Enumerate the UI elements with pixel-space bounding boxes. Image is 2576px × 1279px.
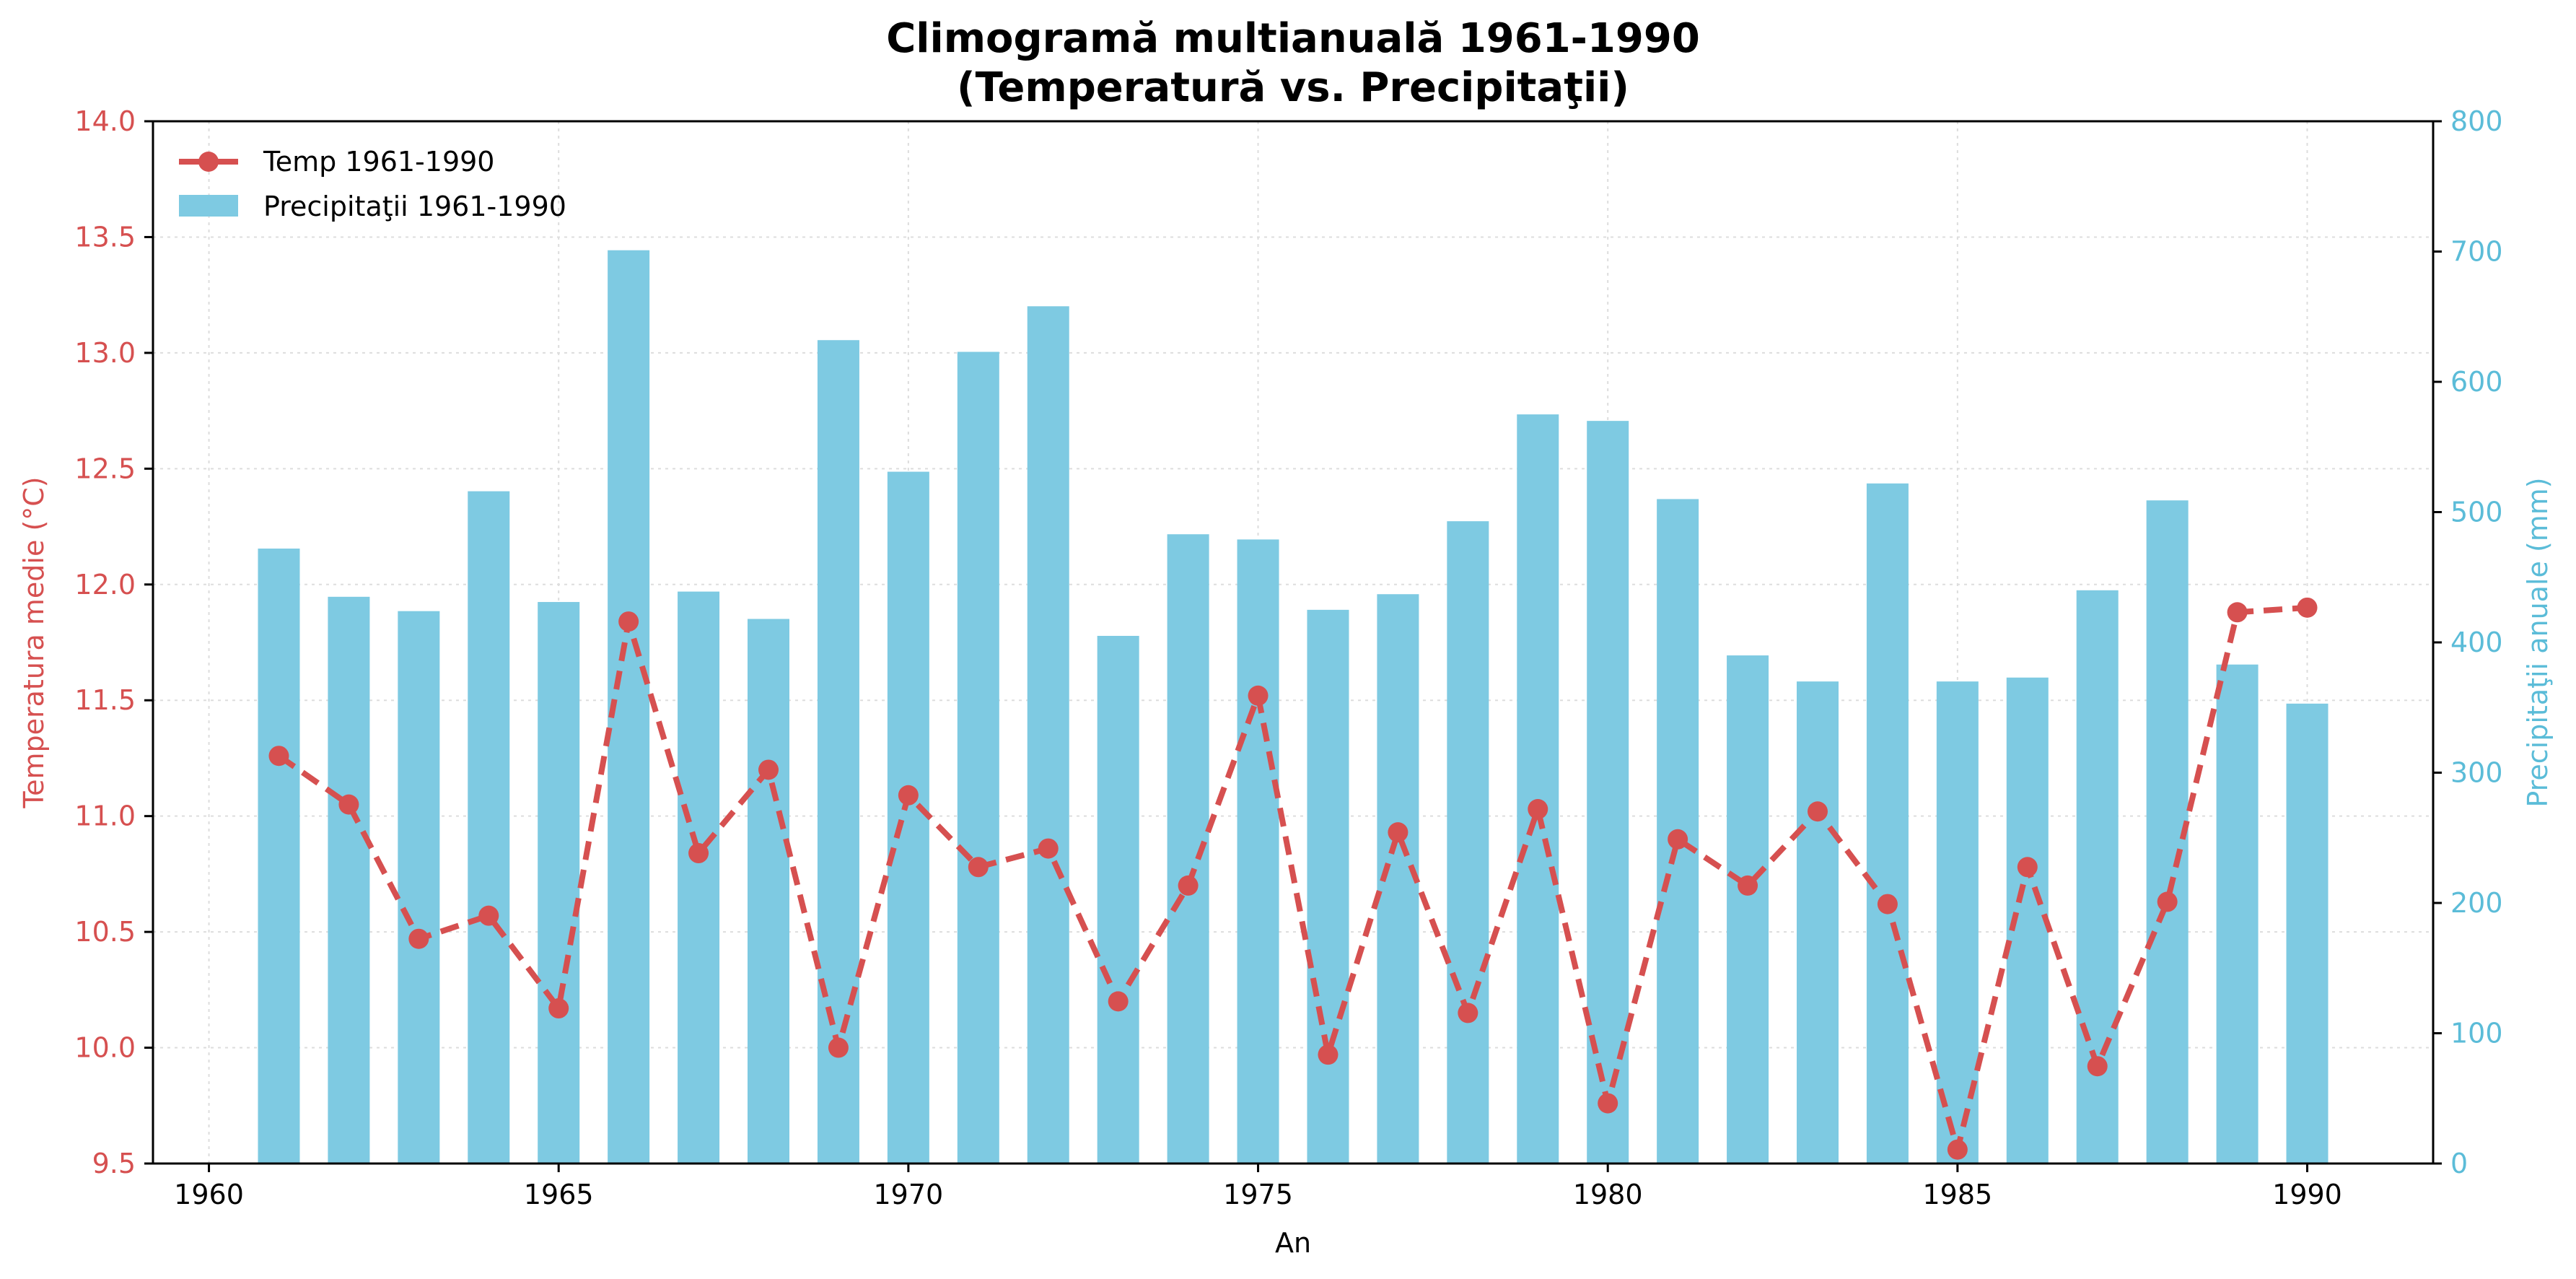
temp-point-1984 — [1877, 894, 1898, 914]
temp-point-1966 — [618, 611, 639, 632]
x-tick-label-6: 1990 — [2272, 1179, 2342, 1210]
y-right-tick-label-5: 500 — [2450, 497, 2503, 528]
temp-point-1961 — [268, 746, 289, 767]
temp-point-1972 — [1038, 838, 1059, 859]
precip-bar-1979 — [1517, 414, 1559, 1164]
x-tick-label-3: 1975 — [1223, 1179, 1293, 1210]
x-tick-label-5: 1985 — [1922, 1179, 1992, 1210]
y-left-axis-label: Temperatura medie (°C) — [18, 476, 50, 808]
y-right-axis-label: Precipitaţii anuale (mm) — [2522, 477, 2554, 807]
precip-bar-1968 — [748, 619, 790, 1164]
precip-bar-1969 — [817, 340, 859, 1164]
y-right-tick-label-6: 600 — [2450, 366, 2503, 398]
precip-bar-1975 — [1237, 539, 1279, 1164]
x-tick-label-2: 1970 — [874, 1179, 944, 1210]
precip-bar-1983 — [1796, 681, 1839, 1164]
temp-point-1970 — [898, 785, 919, 806]
temp-point-1962 — [338, 794, 359, 815]
y-left-tick-label-0: 9.5 — [92, 1148, 136, 1179]
precip-bar-1964 — [468, 491, 510, 1164]
temp-point-1980 — [1598, 1093, 1618, 1114]
y-left-tick-label-2: 10.5 — [74, 916, 136, 948]
y-left-tick-label-9: 14.0 — [74, 105, 136, 137]
x-tick-label-0: 1960 — [174, 1179, 244, 1210]
temp-point-1982 — [1738, 875, 1758, 896]
x-axis-ticks: 1960 1965 1970 1975 1980 1985 1990 — [174, 1164, 2342, 1210]
temp-point-1983 — [1807, 801, 1828, 822]
temp-point-1963 — [408, 928, 429, 949]
x-tick-label-1: 1965 — [524, 1179, 594, 1210]
precip-bar-1982 — [1727, 655, 1769, 1164]
temp-point-1974 — [1178, 875, 1199, 896]
y-right-tick-label-4: 400 — [2450, 627, 2503, 658]
y-left-tick-label-3: 11.0 — [74, 800, 136, 832]
precip-bar-1990 — [2286, 703, 2329, 1164]
y-right-axis-ticks: 0 100 200 300 400 500 600 700 800 — [2433, 105, 2503, 1179]
precip-bar-1963 — [398, 611, 440, 1164]
precip-bar-1973 — [1097, 635, 1139, 1164]
precip-bar-1961 — [258, 549, 300, 1164]
precip-bar-1987 — [2076, 590, 2119, 1164]
y-right-tick-label-7: 700 — [2450, 236, 2503, 268]
legend-temp-marker — [198, 152, 219, 172]
temperature-line — [268, 597, 2318, 1160]
precip-bar-1970 — [887, 471, 929, 1164]
y-left-tick-label-5: 12.0 — [74, 569, 136, 601]
legend-precip-label: Precipitaţii 1961-1990 — [263, 191, 566, 222]
x-tick-label-4: 1980 — [1573, 1179, 1643, 1210]
legend-precip-swatch — [179, 195, 238, 217]
legend: Temp 1961-1990 Precipitaţii 1961-1990 — [179, 146, 566, 222]
temp-point-1965 — [548, 998, 569, 1019]
temp-point-1968 — [758, 759, 779, 780]
temp-point-1979 — [1528, 799, 1548, 820]
y-left-tick-label-8: 13.5 — [74, 221, 136, 253]
temp-point-1985 — [1947, 1139, 1968, 1160]
temp-series-line — [277, 604, 2308, 1153]
temp-point-1971 — [968, 857, 989, 878]
precip-bar-1962 — [328, 596, 370, 1164]
chart-title-line2: (Temperatură vs. Precipitaţii) — [957, 64, 1629, 111]
precip-bar-1984 — [1866, 483, 1909, 1164]
y-right-tick-label-1: 100 — [2450, 1018, 2503, 1049]
precip-bar-1978 — [1447, 521, 1489, 1164]
y-right-tick-label-2: 200 — [2450, 887, 2503, 919]
temp-point-1967 — [688, 843, 709, 864]
precip-bar-1989 — [2216, 664, 2259, 1164]
precip-bar-1972 — [1027, 306, 1069, 1164]
temp-point-1973 — [1108, 991, 1129, 1012]
temp-point-1989 — [2227, 602, 2248, 623]
temp-point-1990 — [2297, 597, 2318, 618]
temp-point-1981 — [1668, 829, 1688, 850]
temp-point-1987 — [2087, 1056, 2108, 1077]
precip-bar-1967 — [678, 591, 720, 1164]
y-left-tick-label-6: 12.5 — [74, 453, 136, 484]
y-right-tick-label-0: 0 — [2450, 1148, 2468, 1179]
temp-point-1975 — [1248, 685, 1269, 706]
precip-bar-1965 — [538, 602, 580, 1164]
y-left-tick-label-1: 10.0 — [74, 1032, 136, 1064]
temp-point-1964 — [478, 905, 499, 926]
y-right-tick-label-8: 800 — [2450, 105, 2503, 137]
y-left-tick-label-7: 13.0 — [74, 337, 136, 369]
temp-point-1978 — [1458, 1003, 1478, 1023]
y-left-tick-label-4: 11.5 — [74, 684, 136, 716]
precip-bar-1976 — [1307, 609, 1349, 1164]
temp-point-1986 — [2017, 857, 2038, 878]
y-right-tick-label-3: 300 — [2450, 757, 2503, 789]
temp-point-1976 — [1318, 1044, 1339, 1065]
temp-point-1969 — [828, 1037, 849, 1058]
precip-bar-1971 — [957, 352, 999, 1164]
y-left-axis-ticks: 9.5 10.0 10.5 11.0 11.5 12.0 12.5 13.0 13.5 14.0 — [74, 105, 153, 1179]
temp-point-1977 — [1388, 822, 1409, 843]
chart-title-line1: Climogramă multianuală 1961-1990 — [886, 15, 1700, 62]
temp-point-1988 — [2157, 891, 2178, 912]
legend-temp-label: Temp 1961-1990 — [263, 146, 494, 178]
x-axis-label: An — [1275, 1227, 1311, 1259]
